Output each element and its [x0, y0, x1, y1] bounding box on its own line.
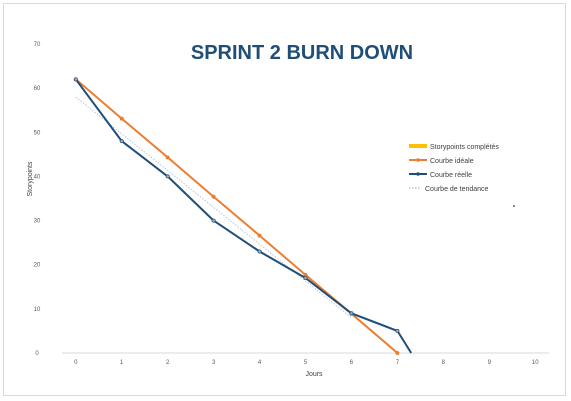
data-point-marker-overlay: [396, 329, 399, 333]
x-tick-label: 8: [442, 360, 446, 366]
x-tick-label: 1: [120, 360, 124, 366]
data-point-courbe-ideale: [303, 272, 308, 277]
y-tick-label: 30: [34, 219, 41, 225]
data-point-marker-overlay: [258, 250, 261, 253]
y-tick-label: 40: [34, 174, 41, 180]
data-point-courbe-ideale: [257, 233, 262, 238]
data-point-marker-overlay: [120, 139, 124, 143]
legend-label-storypoints-completes: Storypoints complétés: [430, 144, 499, 151]
legend-label-courbe-reelle: Courbe réelle: [430, 172, 472, 179]
x-tick-label: 7: [396, 360, 400, 366]
legend-label-courbe-de-tendance: Courbe de tendance: [425, 186, 489, 193]
data-point-courbe-ideale: [119, 116, 124, 121]
legend-swatch-storypoints-completes: [409, 144, 427, 148]
x-axis-label: Jours: [305, 371, 323, 378]
legend-marker-courbe-ideale: [416, 158, 420, 162]
data-point-courbe-ideale: [395, 351, 400, 355]
x-tick-label: 2: [166, 360, 170, 366]
x-tick-label: 9: [488, 360, 492, 366]
series-layer: [73, 77, 413, 355]
chart-title: SPRINT 2 BURN DOWN: [191, 42, 413, 64]
y-tick-label: 10: [34, 307, 41, 313]
y-tick-label: 20: [34, 263, 41, 269]
legend-marker-courbe-reelle: [416, 172, 420, 176]
x-tick-label: 6: [350, 360, 354, 366]
data-point-courbe-ideale: [211, 194, 216, 199]
data-point-courbe-ideale: [165, 155, 170, 160]
y-tick-label: 60: [34, 86, 41, 92]
data-point-marker-overlay: [74, 78, 78, 81]
y-tick-label: 70: [34, 42, 41, 48]
y-tick-label: 0: [35, 351, 39, 357]
x-tick-label: 4: [258, 360, 262, 366]
x-tick-label: 3: [212, 360, 216, 366]
y-axis-label: Storypoints: [27, 161, 34, 197]
burndown-chart: SPRINT 2 BURN DOWN 0 10 20 30 40 50 60 70 0 1 2 3 4…: [27, 42, 549, 378]
data-point-marker-overlay: [212, 219, 215, 222]
chart-area: SPRINT 2 BURN DOWN 0 10 20 30 40 50 60 70 0 1 2 3 4…: [3, 3, 566, 396]
x-tick-label: 0: [74, 360, 78, 366]
x-tick-label: 10: [532, 360, 539, 366]
legend: Storypoints complétés Courbe idéale Courbe…: [409, 144, 499, 193]
series-line-courbe-de-tendance: [75, 96, 352, 319]
data-point-marker-overlay: [166, 175, 169, 178]
data-point-marker-overlay: [350, 311, 353, 315]
x-tick-label: 5: [304, 360, 308, 366]
stray-dot: [513, 205, 515, 207]
legend-label-courbe-ideale: Courbe idéale: [430, 158, 474, 165]
y-axis-ticks: 0 10 20 30 40 50 60 70: [34, 42, 41, 357]
y-tick-label: 50: [34, 130, 41, 136]
data-point-marker-overlay: [304, 276, 307, 280]
x-axis-ticks: 0 1 2 3 4 5 6 7 8 9 10: [74, 360, 539, 366]
series-line-courbe-reelle: [74, 78, 413, 354]
